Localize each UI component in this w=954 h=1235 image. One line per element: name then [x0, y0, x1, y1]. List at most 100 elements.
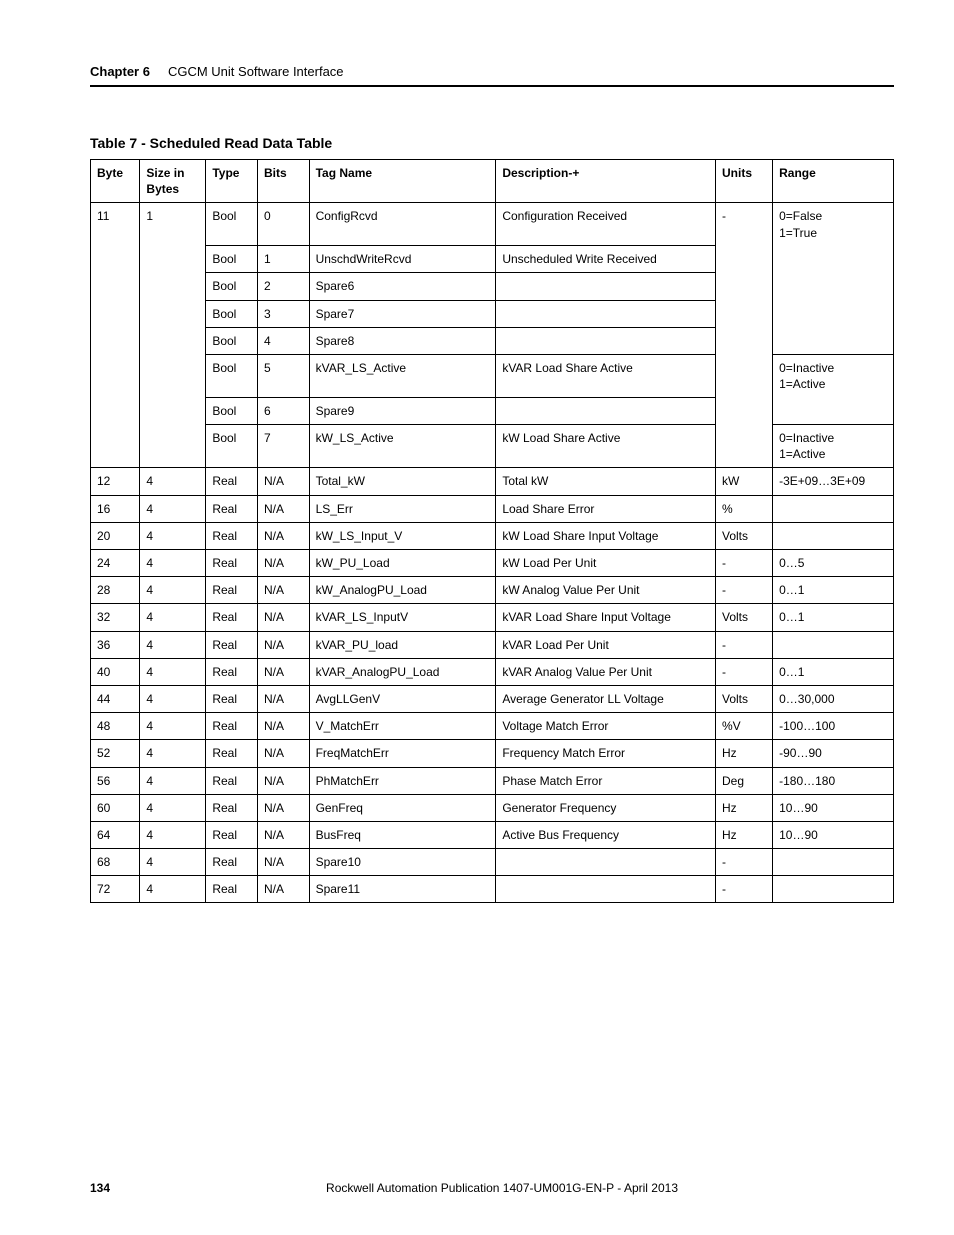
table-row: 164RealN/ALS_ErrLoad Share Error% [91, 495, 894, 522]
cell-desc: Generator Frequency [496, 794, 716, 821]
cell-tag: Spare6 [309, 273, 496, 300]
cell-byte: 60 [91, 794, 140, 821]
cell-range [773, 849, 894, 876]
cell-bits: 7 [257, 425, 309, 468]
cell-size: 4 [140, 495, 206, 522]
cell-desc: Phase Match Error [496, 767, 716, 794]
cell-bits: N/A [257, 876, 309, 903]
cell-bits: N/A [257, 713, 309, 740]
table-row: Bool7kW_LS_ActivekW Load Share Active0=I… [91, 425, 894, 468]
cell-size: 4 [140, 821, 206, 848]
cell-bits: 2 [257, 273, 309, 300]
cell-bits: 3 [257, 300, 309, 327]
cell-tag: UnschdWriteRcvd [309, 246, 496, 273]
cell-byte: 48 [91, 713, 140, 740]
cell-tag: LS_Err [309, 495, 496, 522]
table-caption: Table 7 - Scheduled Read Data Table [90, 135, 894, 151]
cell-tag: kW_PU_Load [309, 550, 496, 577]
cell-byte: 56 [91, 767, 140, 794]
page-footer: 134 Rockwell Automation Publication 1407… [90, 1181, 894, 1195]
cell-units: - [716, 658, 773, 685]
cell-desc [496, 300, 716, 327]
cell-desc: Active Bus Frequency [496, 821, 716, 848]
cell-tag: Spare7 [309, 300, 496, 327]
cell-desc: kVAR Load Share Input Voltage [496, 604, 716, 631]
cell-tag: FreqMatchErr [309, 740, 496, 767]
cell-size: 4 [140, 713, 206, 740]
page: Chapter 6 CGCM Unit Software Interface T… [0, 0, 954, 1235]
cell-desc: kVAR Analog Value Per Unit [496, 658, 716, 685]
cell-desc: Total kW [496, 468, 716, 495]
table-row: 404RealN/AkVAR_AnalogPU_LoadkVAR Analog … [91, 658, 894, 685]
cell-type: Real [206, 550, 258, 577]
cell-range: 0=Inactive1=Active [773, 355, 894, 398]
cell-byte: 12 [91, 468, 140, 495]
chapter-title: CGCM Unit Software Interface [168, 64, 344, 79]
cell-units: Hz [716, 794, 773, 821]
cell-size: 4 [140, 604, 206, 631]
cell-units: Volts [716, 522, 773, 549]
cell-type: Real [206, 495, 258, 522]
cell-range [773, 397, 894, 424]
cell-tag: kVAR_LS_Active [309, 355, 496, 398]
cell-desc [496, 849, 716, 876]
page-header: Chapter 6 CGCM Unit Software Interface [90, 64, 894, 87]
cell-byte: 68 [91, 849, 140, 876]
col-bits: Bits [257, 160, 309, 203]
cell-byte: 11 [91, 203, 140, 468]
cell-tag: GenFreq [309, 794, 496, 821]
cell-units: %V [716, 713, 773, 740]
cell-type: Real [206, 876, 258, 903]
cell-tag: kW_AnalogPU_Load [309, 577, 496, 604]
cell-type: Real [206, 849, 258, 876]
cell-byte: 20 [91, 522, 140, 549]
cell-range: 0=False1=True [773, 203, 894, 246]
cell-byte: 24 [91, 550, 140, 577]
col-range: Range [773, 160, 894, 203]
cell-tag: PhMatchErr [309, 767, 496, 794]
cell-desc: Average Generator LL Voltage [496, 685, 716, 712]
cell-units: Hz [716, 821, 773, 848]
cell-tag: kVAR_AnalogPU_Load [309, 658, 496, 685]
table-row: Bool4Spare8 [91, 327, 894, 354]
cell-range [773, 327, 894, 354]
cell-desc: Unscheduled Write Received [496, 246, 716, 273]
cell-range [773, 273, 894, 300]
cell-size: 4 [140, 468, 206, 495]
table-row: 644RealN/ABusFreqActive Bus FrequencyHz1… [91, 821, 894, 848]
cell-units: kW [716, 468, 773, 495]
cell-bits: N/A [257, 522, 309, 549]
table-row: 124RealN/ATotal_kWTotal kWkW-3E+09…3E+09 [91, 468, 894, 495]
cell-size: 4 [140, 577, 206, 604]
cell-type: Bool [206, 355, 258, 398]
col-size: Size in Bytes [140, 160, 206, 203]
cell-type: Real [206, 468, 258, 495]
col-byte: Byte [91, 160, 140, 203]
cell-type: Bool [206, 425, 258, 468]
table-row: 524RealN/AFreqMatchErrFrequency Match Er… [91, 740, 894, 767]
cell-range: 0…5 [773, 550, 894, 577]
cell-bits: 5 [257, 355, 309, 398]
cell-desc: Configuration Received [496, 203, 716, 246]
cell-bits: N/A [257, 550, 309, 577]
cell-byte: 36 [91, 631, 140, 658]
cell-desc: kW Load Share Active [496, 425, 716, 468]
cell-tag: V_MatchErr [309, 713, 496, 740]
table-row: 284RealN/AkW_AnalogPU_LoadkW Analog Valu… [91, 577, 894, 604]
cell-bits: N/A [257, 604, 309, 631]
cell-units: - [716, 876, 773, 903]
cell-units: - [716, 849, 773, 876]
cell-desc [496, 397, 716, 424]
cell-type: Bool [206, 273, 258, 300]
table-row: Bool5kVAR_LS_ActivekVAR Load Share Activ… [91, 355, 894, 398]
cell-type: Bool [206, 300, 258, 327]
cell-desc: Frequency Match Error [496, 740, 716, 767]
col-desc: Description-+ [496, 160, 716, 203]
cell-type: Real [206, 577, 258, 604]
cell-type: Real [206, 794, 258, 821]
cell-bits: 0 [257, 203, 309, 246]
cell-type: Real [206, 658, 258, 685]
cell-type: Real [206, 522, 258, 549]
cell-range: 0…30,000 [773, 685, 894, 712]
cell-units: % [716, 495, 773, 522]
